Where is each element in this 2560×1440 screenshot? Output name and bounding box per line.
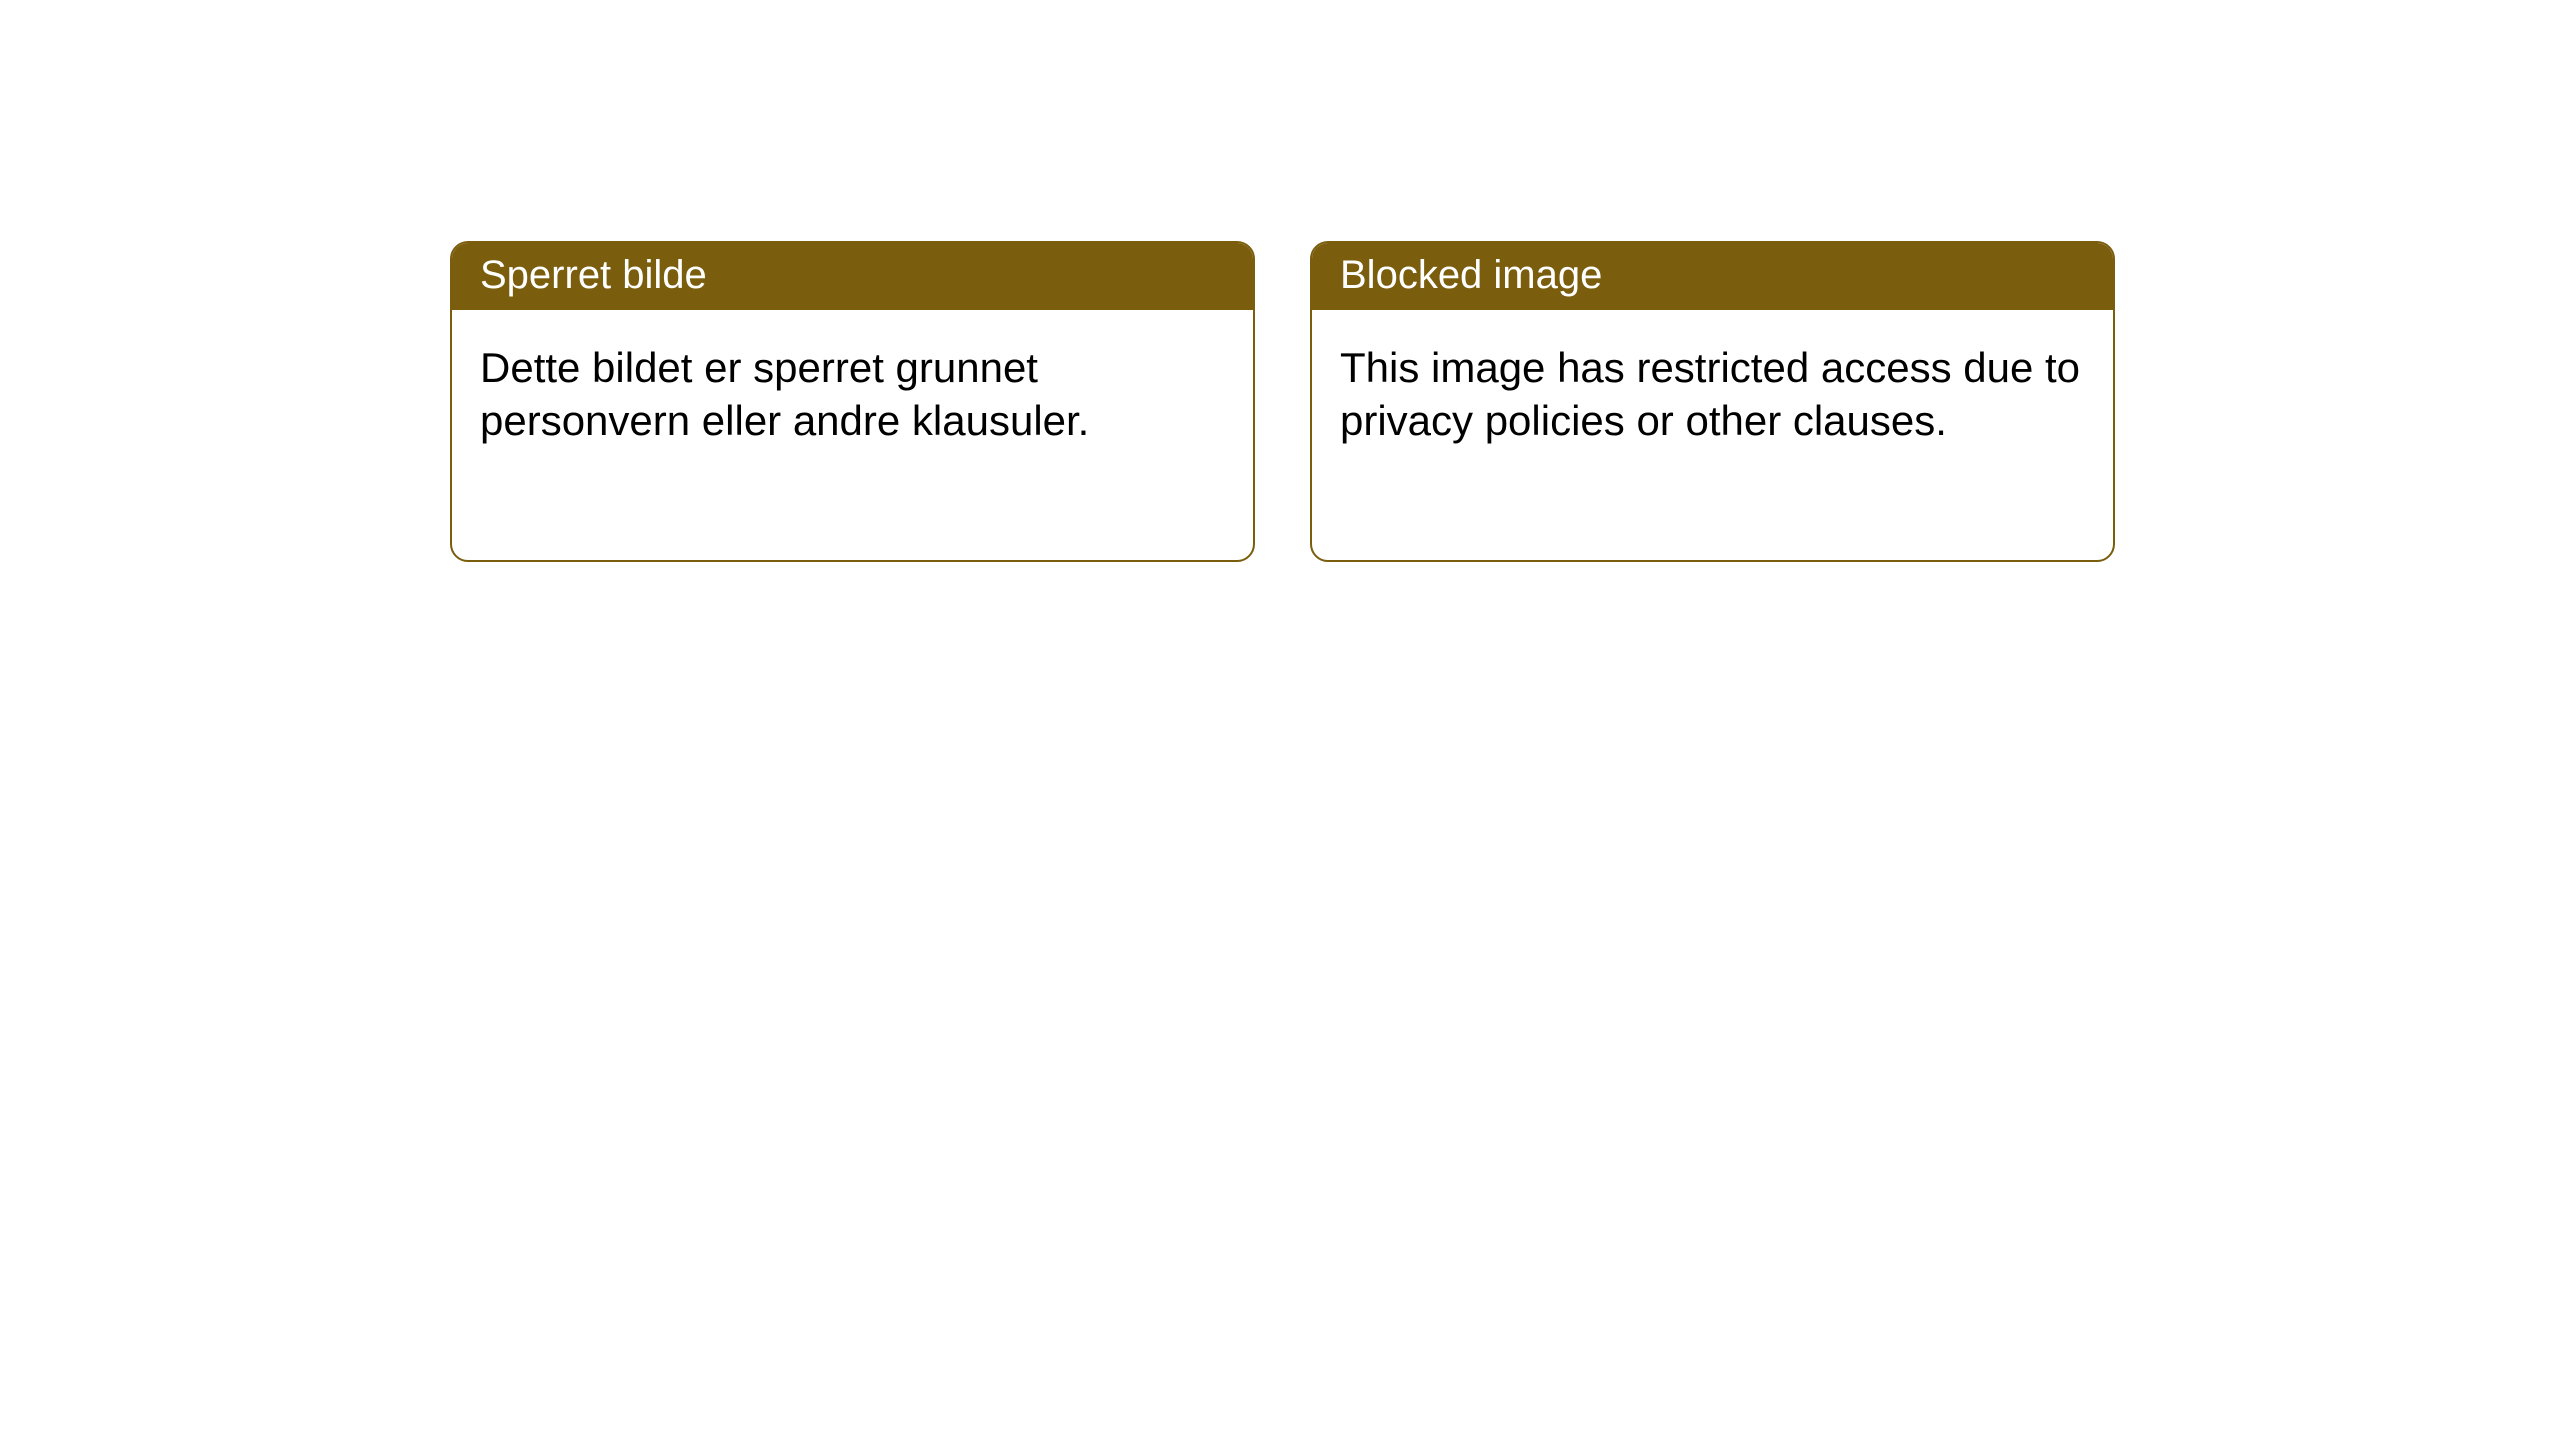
notice-card-english: Blocked image This image has restricted … <box>1310 241 2115 562</box>
notice-card-body: This image has restricted access due to … <box>1312 310 2113 560</box>
notice-card-body: Dette bildet er sperret grunnet personve… <box>452 310 1253 560</box>
notice-card-norwegian: Sperret bilde Dette bildet er sperret gr… <box>450 241 1255 562</box>
notice-card-title: Sperret bilde <box>452 243 1253 310</box>
notice-card-title: Blocked image <box>1312 243 2113 310</box>
notice-cards-container: Sperret bilde Dette bildet er sperret gr… <box>450 241 2115 562</box>
